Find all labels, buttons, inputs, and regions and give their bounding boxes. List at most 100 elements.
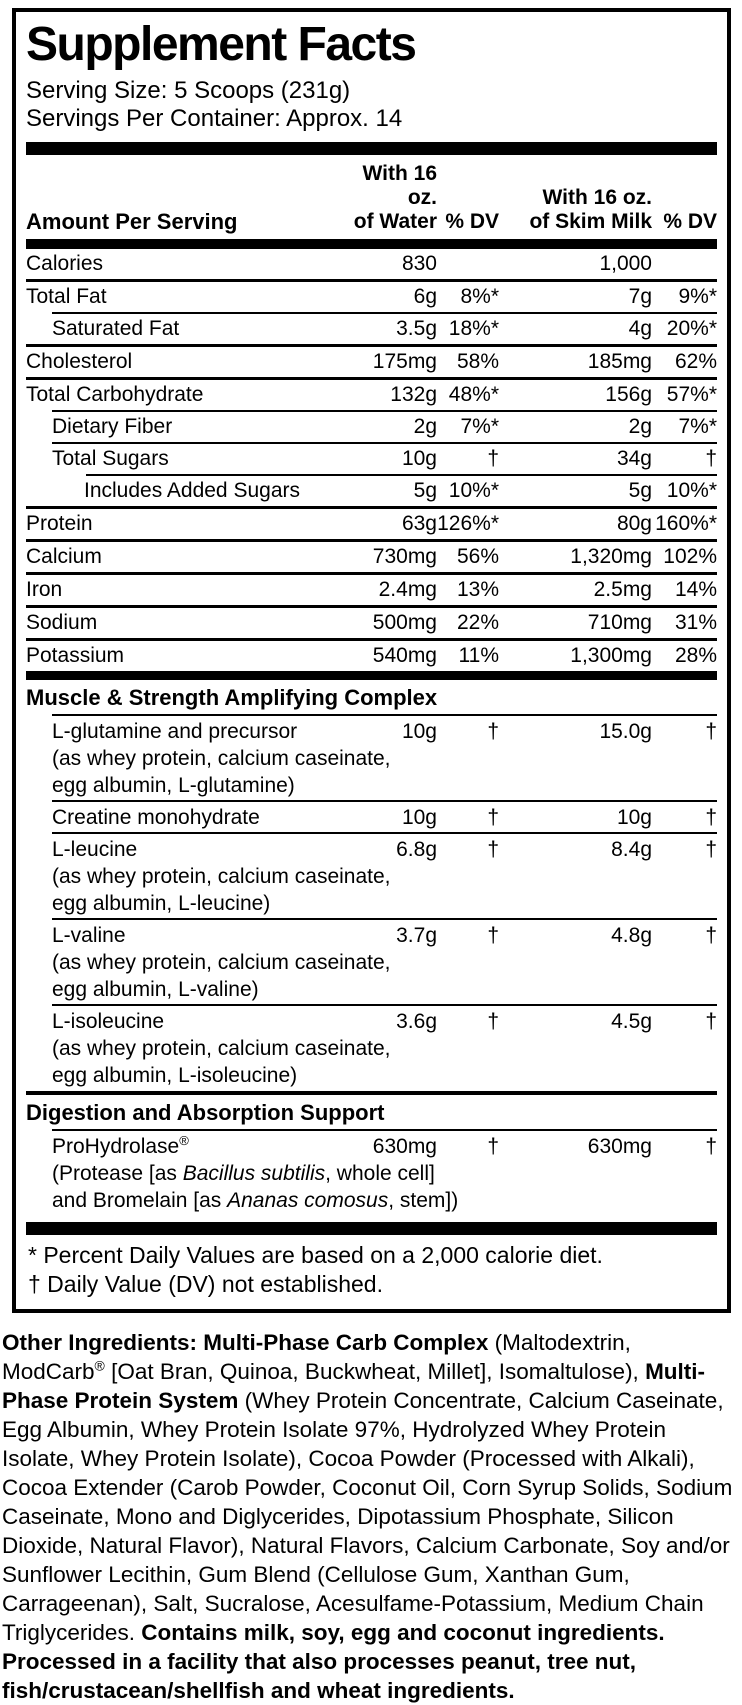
dv-with-skim-milk: 57%*: [666, 382, 717, 406]
panel-title: Supplement Facts: [26, 18, 417, 71]
nutrient-row: Calories 830 1,000: [26, 249, 717, 279]
servings-per-container: Servings Per Container: Approx. 14: [26, 104, 403, 132]
ingredient-name: L-glutamine and precursor: [52, 719, 298, 743]
dv-with-skim-milk: 7%*: [678, 414, 717, 438]
amount-with-water: 5g: [413, 478, 437, 502]
dv-with-water: 56%: [456, 544, 499, 568]
separator-indented: [86, 473, 717, 476]
separator-full: [26, 343, 717, 347]
bold-text: Other Ingredients:: [2, 1329, 204, 1355]
amount-with-water: 175mg: [372, 349, 437, 373]
col-header-dv-water: % DV: [445, 209, 499, 233]
amount-with-skim-milk: 8.4g: [611, 837, 652, 861]
amount-with-water: 3.7g: [396, 923, 437, 947]
amount-with-water: 6g: [413, 284, 437, 308]
separator-full: [26, 571, 717, 575]
nutrient-row: Potassium 540mg 11% 1,300mg 28%: [26, 641, 717, 671]
ingredient-source-detail: and Bromelain [as Ananas comosus, stem]): [52, 1188, 717, 1218]
separator-full: [26, 604, 717, 608]
amount-with-water: 63g: [401, 511, 437, 535]
ingredient-source-detail: (Protease [as Bacillus subtilis, whole c…: [52, 1161, 717, 1188]
dv-with-water: 7%*: [460, 414, 499, 438]
species-name: Bacillus subtilis: [182, 1161, 326, 1185]
dv-with-skim-milk: †: [705, 1134, 717, 1158]
nutrient-rows: Calories 830 1,000 Total Fat 6g 8%* 7g 9%* Satur…: [26, 249, 717, 671]
complex-item-row: L-leucine 6.8g † 8.4g †: [26, 834, 717, 864]
text: [Oat Bran, Quinoa, Buckwheat, Millet], I…: [104, 1358, 646, 1384]
nutrient-name: Calories: [26, 251, 104, 275]
separator-full: [26, 505, 717, 509]
separator-indented: [52, 441, 717, 444]
dv-with-skim-milk: 10%*: [666, 478, 717, 502]
text: (as whey protein, calcium caseinate,: [52, 746, 391, 770]
other-ingredients-paragraph: Other Ingredients: Multi-Phase Carb Comp…: [0, 1328, 734, 1705]
separator-full: [26, 538, 717, 542]
dv-with-water: 11%: [458, 643, 499, 667]
text: (Whey Protein Concentrate, Calcium Casei…: [2, 1387, 733, 1645]
ingredient-name: ProHydrolase: [52, 1134, 180, 1158]
amount-with-skim-milk: 710mg: [587, 610, 652, 634]
dv-with-water: †: [487, 805, 499, 829]
nutrient-row: Total Fat 6g 8%* 7g 9%*: [26, 282, 717, 312]
text: egg albumin, L-valine): [52, 977, 259, 1001]
nutrient-row: Total Sugars 10g † 34g †: [26, 444, 717, 474]
text: , stem]): [388, 1188, 459, 1212]
col-header-dv-milk: % DV: [663, 209, 717, 233]
dv-with-water: 8%*: [460, 284, 499, 308]
ingredient-source-detail: egg albumin, L-isoleucine): [52, 1063, 717, 1090]
complex-item-row: L-isoleucine 3.6g † 4.5g †: [26, 1006, 717, 1036]
text: (Protease [as: [52, 1161, 183, 1185]
dv-with-water: 13%: [456, 577, 499, 601]
text: egg albumin, L-leucine): [52, 891, 271, 915]
separator-full: [26, 637, 717, 641]
amount-with-skim-milk: 4.8g: [611, 923, 652, 947]
separator-under-heading: [52, 1128, 717, 1131]
dv-with-skim-milk: †: [705, 719, 717, 743]
dv-with-skim-milk: 160%*: [655, 511, 717, 535]
separator-under-heading: [52, 713, 717, 716]
footnote-dagger: † Daily Value (DV) not established.: [28, 1270, 383, 1297]
separator-full: [26, 278, 717, 282]
amount-with-skim-milk: 10g: [616, 805, 652, 829]
complex-item-name: L-isoleucine: [26, 1010, 345, 1033]
amount-with-skim-milk: 4.5g: [611, 1009, 652, 1033]
section-heading: Muscle & Strength Amplifying Complex: [26, 684, 438, 710]
separator-indented: [52, 409, 717, 412]
divider-bar-section: [26, 670, 717, 680]
amount-with-water: 6.8g: [396, 837, 437, 861]
amount-with-skim-milk: 1,300mg: [570, 643, 652, 667]
footnote-percent-dv: * Percent Daily Values are based on a 2,…: [28, 1241, 603, 1268]
dv-with-skim-milk: 9%*: [678, 284, 717, 308]
amount-with-skim-milk: 4g: [628, 316, 652, 340]
nutrient-name: Includes Added Sugars: [84, 478, 300, 502]
dv-with-skim-milk: 14%: [674, 577, 717, 601]
dv-with-skim-milk: †: [705, 837, 717, 861]
ingredient-source-detail: egg albumin, L-valine): [52, 977, 717, 1004]
dv-with-skim-milk: †: [705, 923, 717, 947]
dv-with-water: †: [487, 1009, 499, 1033]
dv-with-skim-milk: †: [705, 805, 717, 829]
dv-with-water: 58%: [456, 349, 499, 373]
amount-with-skim-milk: 630mg: [587, 1134, 652, 1158]
text: (as whey protein, calcium caseinate,: [52, 864, 391, 888]
dv-with-water: †: [487, 837, 499, 861]
bold-text: Multi-Phase Carb Complex: [203, 1329, 495, 1355]
nutrient-row: Calcium 730mg 56% 1,320mg 102%: [26, 542, 717, 572]
text: and Bromelain [as: [52, 1188, 228, 1212]
nutrient-row: Cholesterol 175mg 58% 185mg 62%: [26, 347, 717, 377]
complex-item-name: Creatine monohydrate: [26, 806, 345, 829]
complex-item-row: L-valine 3.7g † 4.8g †: [26, 920, 717, 950]
amount-with-skim-milk: 5g: [628, 478, 652, 502]
amount-with-skim-milk: 80g: [616, 511, 652, 535]
nutrient-row: Dietary Fiber 2g 7%* 2g 7%*: [26, 412, 717, 442]
nutrient-name: Sodium: [26, 610, 98, 634]
text: (as whey protein, calcium caseinate,: [52, 950, 391, 974]
separator-item: [52, 799, 717, 802]
separator-indented: [52, 311, 717, 314]
bold-text: Multi-Phase Protein System: [2, 1358, 706, 1413]
serving-size: Serving Size: 5 Scoops (231g): [26, 76, 351, 104]
amount-with-skim-milk: 1,320mg: [570, 544, 652, 568]
amount-with-water: 2.4mg: [378, 577, 437, 601]
dv-with-water: †: [487, 446, 499, 470]
amount-with-water: 500mg: [372, 610, 437, 634]
